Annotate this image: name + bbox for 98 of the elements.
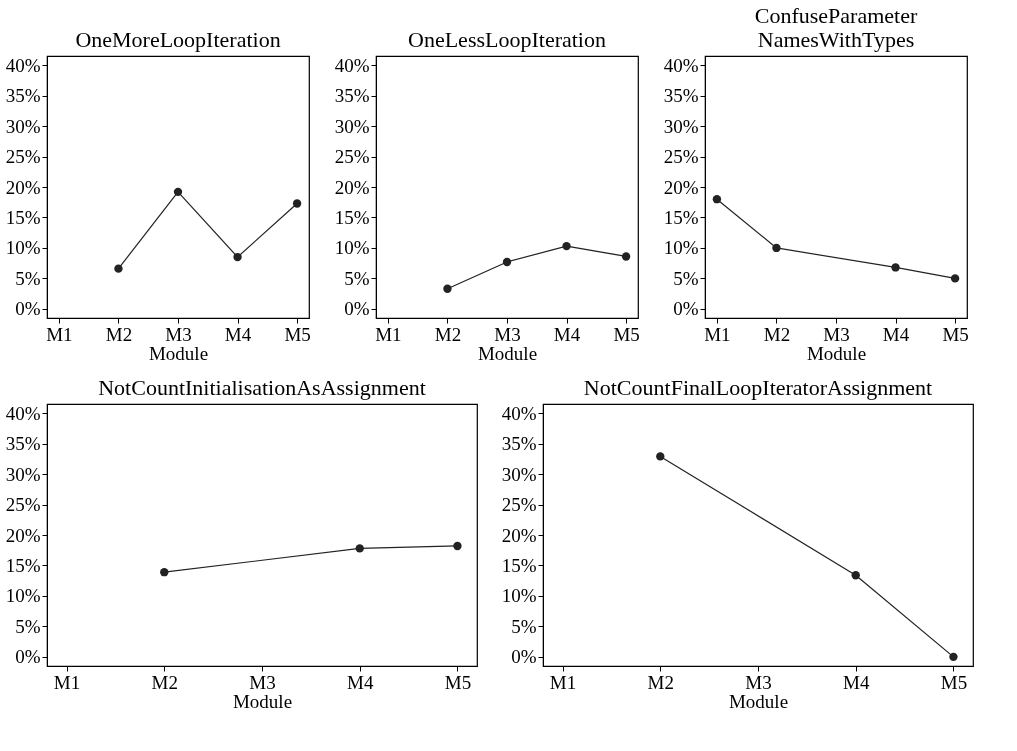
y-tick-label: 40%: [334, 54, 370, 76]
y-tick-label: 30%: [663, 115, 699, 137]
y-tick-label: 10%: [501, 585, 537, 607]
point: [712, 195, 722, 204]
y-tick-label: 5%: [673, 267, 699, 289]
point: [949, 652, 958, 662]
x-tick-label: M1: [46, 323, 73, 345]
y-tick-label: 0%: [15, 646, 41, 668]
y-tick-label: 20%: [5, 524, 41, 546]
x-axis-title: Module: [232, 690, 293, 712]
point: [292, 199, 302, 208]
y-tick-label: 15%: [5, 206, 41, 228]
x-tick-label: M4: [347, 671, 374, 693]
x-tick-label: M5: [940, 671, 968, 693]
y-tick-label: 30%: [501, 463, 537, 485]
point: [950, 274, 960, 283]
chart-title: NotCountInitialisationAsAssignment: [98, 375, 426, 400]
x-tick-label: M3: [494, 323, 521, 345]
x-axis-title: Module: [477, 342, 538, 364]
x-tick-label: M4: [843, 671, 870, 693]
point: [160, 567, 169, 577]
x-tick-label: M5: [444, 671, 472, 693]
y-tick-label: 0%: [511, 646, 537, 668]
x-tick-label: M4: [224, 323, 252, 345]
x-tick-label: M3: [823, 323, 850, 345]
point: [562, 241, 571, 251]
x-axis-title: Module: [806, 342, 867, 364]
y-tick-label: 15%: [334, 206, 370, 228]
y-tick-label: 20%: [663, 176, 699, 198]
y-tick-label: 5%: [15, 267, 41, 289]
point: [502, 257, 512, 267]
x-tick-label: M2: [763, 323, 791, 345]
y-tick-label: 30%: [5, 115, 41, 137]
y-tick-label: 20%: [5, 176, 41, 198]
point: [453, 541, 462, 551]
y-tick-label: 35%: [501, 433, 537, 455]
y-tick-label: 10%: [663, 237, 699, 259]
y-tick-label: 15%: [5, 554, 41, 576]
y-tick-label: 5%: [344, 267, 370, 289]
x-tick-label: M3: [165, 323, 192, 345]
y-tick-label: 5%: [511, 615, 537, 637]
y-tick-label: 40%: [501, 402, 537, 424]
y-tick-label: 35%: [5, 433, 41, 455]
point: [656, 452, 665, 461]
point: [891, 263, 900, 272]
y-tick-label: 10%: [5, 585, 41, 607]
point: [621, 252, 631, 261]
y-tick-label: 0%: [673, 298, 699, 320]
point: [443, 284, 452, 293]
x-tick-label: M4: [882, 323, 910, 345]
x-axis-title: Module: [148, 342, 209, 364]
y-tick-label: 10%: [334, 237, 370, 259]
point: [233, 252, 242, 262]
y-tick-label: 40%: [663, 54, 699, 76]
chart-title: OneMoreLoopIteration: [75, 27, 281, 52]
y-tick-label: 30%: [5, 463, 41, 485]
chart-title: NotCountFinalLoopIteratorAssignment: [583, 375, 933, 400]
point: [173, 187, 183, 197]
y-tick-label: 0%: [15, 298, 41, 320]
y-tick-label: 35%: [5, 85, 41, 107]
x-tick-label: M4: [553, 323, 581, 345]
y-tick-label: 30%: [334, 115, 370, 137]
y-tick-label: 5%: [15, 615, 41, 637]
y-tick-label: 25%: [663, 146, 699, 168]
y-tick-label: 15%: [663, 206, 699, 228]
x-tick-label: M1: [53, 671, 81, 693]
x-tick-label: M5: [613, 323, 640, 345]
x-tick-label: M3: [745, 671, 772, 693]
y-tick-label: 0%: [344, 298, 370, 320]
x-axis-title: Module: [728, 690, 789, 712]
y-tick-label: 20%: [334, 176, 370, 198]
x-tick-label: M3: [249, 671, 276, 693]
y-tick-label: 10%: [5, 237, 41, 259]
x-tick-label: M5: [284, 323, 311, 345]
x-tick-label: M1: [704, 323, 731, 345]
x-tick-label: M2: [151, 671, 178, 693]
y-tick-label: 25%: [501, 494, 537, 516]
point: [114, 264, 123, 273]
y-tick-label: 25%: [5, 146, 41, 168]
x-tick-label: M2: [434, 323, 462, 345]
point: [851, 571, 860, 580]
y-tick-label: 15%: [501, 554, 537, 576]
x-tick-label: M2: [105, 323, 133, 345]
y-tick-label: 25%: [5, 494, 41, 516]
x-tick-label: M2: [647, 671, 674, 693]
x-tick-label: M5: [942, 323, 969, 345]
y-tick-label: 35%: [334, 85, 370, 107]
x-tick-label: M1: [375, 323, 402, 345]
y-tick-label: 35%: [663, 85, 699, 107]
chart-title: OneLessLoopIteration: [408, 27, 606, 52]
y-tick-label: 25%: [334, 146, 370, 168]
point: [355, 544, 364, 553]
y-tick-label: 20%: [501, 524, 537, 546]
y-tick-label: 40%: [5, 402, 41, 424]
chart-title: ConfuseParameter NamesWithTypes: [754, 3, 918, 52]
point: [772, 243, 781, 253]
x-tick-label: M1: [549, 671, 577, 693]
y-tick-label: 40%: [5, 54, 41, 76]
